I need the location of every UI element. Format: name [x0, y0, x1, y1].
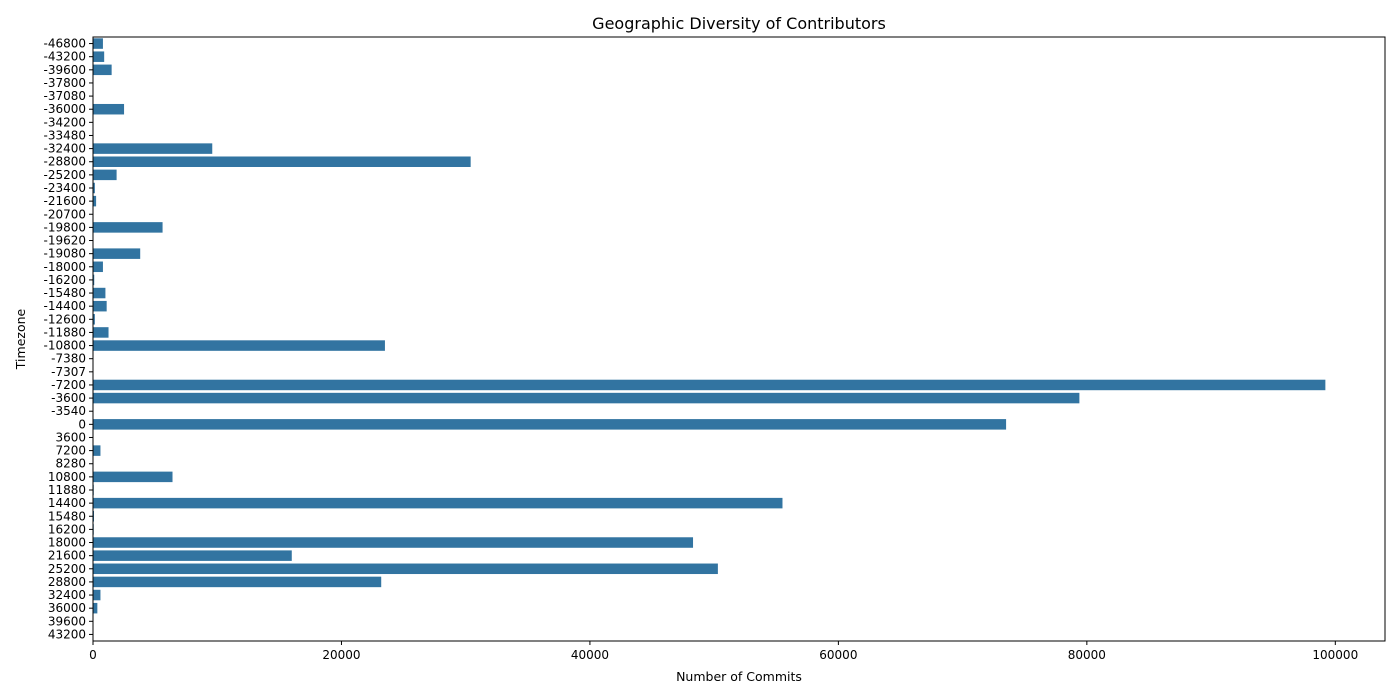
y-tick-label: -7380 [51, 352, 86, 366]
y-axis-label: Timezone [13, 308, 28, 370]
bar--11880 [93, 327, 109, 338]
y-tick-label: -43200 [43, 50, 86, 64]
bar-0 [93, 419, 1007, 430]
y-tick-label: -14400 [43, 299, 86, 313]
y-tick-label: -10800 [43, 339, 86, 353]
plot-frame [92, 36, 1386, 642]
bar--21600 [93, 195, 97, 207]
bar-18000 [93, 537, 694, 548]
bar-28800 [93, 576, 382, 588]
bar--18000 [93, 261, 103, 273]
y-tick-label: -46800 [43, 37, 86, 51]
x-axis: 0 20000 40000 60000 80000 100000 [89, 641, 1358, 662]
y-tick-label: -12600 [43, 312, 86, 326]
y-tick-label: 21600 [48, 549, 86, 563]
y-tick-label: -15480 [43, 286, 86, 300]
y-tick-label: 15480 [48, 509, 86, 523]
bar--39600 [93, 64, 112, 76]
x-tick-label: 100000 [1312, 648, 1358, 662]
y-axis: -46800-43200-39600-37800-37080-36000-342… [43, 37, 93, 641]
y-tick-label: -37800 [43, 76, 86, 90]
bar--28800 [93, 156, 471, 167]
y-tick-label: -32400 [43, 142, 86, 156]
y-tick-label: -18000 [43, 260, 86, 274]
y-tick-label: 32400 [48, 588, 86, 602]
y-tick-label: -19080 [43, 247, 86, 261]
x-tick-label: 20000 [322, 648, 360, 662]
y-tick-label: -34200 [43, 115, 86, 129]
bar-25200 [93, 563, 718, 575]
y-tick-label: -21600 [43, 194, 86, 208]
y-tick-label: -7200 [51, 378, 86, 392]
y-tick-label: 28800 [48, 575, 86, 589]
bar--3600 [93, 392, 1080, 404]
bar-7200 [93, 445, 101, 456]
y-tick-label: 14400 [48, 496, 86, 510]
bar-36000 [93, 602, 98, 614]
bar-32400 [93, 589, 101, 601]
y-tick-label: 7200 [55, 444, 86, 458]
bar--36000 [93, 103, 125, 115]
y-tick-label: 39600 [48, 614, 86, 628]
y-tick-label: 43200 [48, 627, 86, 641]
bar-10800 [93, 471, 173, 483]
y-tick-label: 25200 [48, 562, 86, 576]
bar--19800 [93, 222, 163, 233]
bar--46800 [93, 38, 103, 49]
y-tick-label: -23400 [43, 181, 86, 195]
bar--15480 [93, 287, 106, 299]
bar-14400 [93, 497, 783, 509]
bar-21600 [93, 550, 292, 561]
bar--12600 [93, 314, 95, 325]
y-tick-label: -28800 [43, 155, 86, 169]
bar--23400 [93, 182, 95, 194]
y-tick-label: -19800 [43, 220, 86, 234]
bar--25200 [93, 169, 117, 181]
x-axis-label: Number of Commits [676, 669, 802, 684]
bar--32400 [93, 143, 213, 154]
y-tick-label: 11880 [48, 483, 86, 497]
y-tick-label: -25200 [43, 168, 86, 182]
bar--16200 [93, 274, 95, 286]
x-tick-label: 40000 [571, 648, 609, 662]
y-tick-label: 10800 [48, 470, 86, 484]
y-tick-label: 36000 [48, 601, 86, 615]
y-tick-label: -3540 [51, 404, 86, 418]
y-tick-label: -7307 [51, 365, 86, 379]
y-tick-label: 16200 [48, 522, 86, 536]
y-tick-label: -11880 [43, 325, 86, 339]
bars-group [93, 38, 1326, 640]
y-tick-label: -37080 [43, 89, 86, 103]
y-tick-label: -20700 [43, 207, 86, 221]
y-tick-label: -36000 [43, 102, 86, 116]
bar--7200 [93, 379, 1326, 391]
chart-title: Geographic Diversity of Contributors [592, 14, 886, 33]
y-tick-label: 8280 [55, 457, 86, 471]
bar--14400 [93, 300, 107, 312]
y-tick-label: -19620 [43, 234, 86, 248]
x-tick-label: 80000 [1068, 648, 1106, 662]
y-tick-label: -33480 [43, 128, 86, 142]
x-tick-label: 0 [89, 648, 97, 662]
x-tick-label: 60000 [819, 648, 857, 662]
bar--19080 [93, 248, 141, 259]
y-tick-label: -39600 [43, 63, 86, 77]
bar--43200 [93, 51, 105, 62]
y-tick-label: 0 [78, 417, 86, 431]
y-tick-label: -3600 [51, 391, 86, 405]
bar--10800 [93, 340, 385, 351]
y-tick-label: 18000 [48, 536, 86, 550]
y-tick-label: 3600 [55, 430, 86, 444]
y-tick-label: -16200 [43, 273, 86, 287]
